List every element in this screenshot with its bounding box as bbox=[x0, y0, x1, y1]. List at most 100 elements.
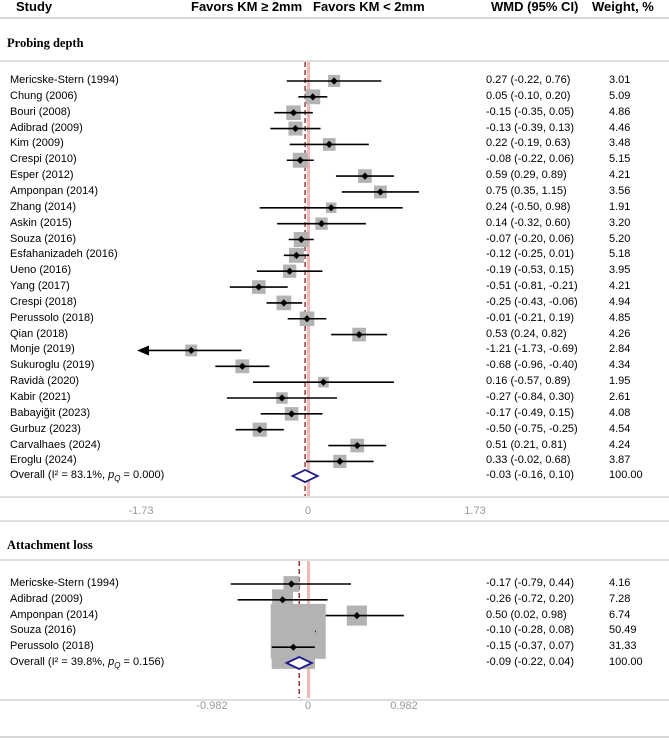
overall-q-subscript: Q bbox=[114, 474, 121, 484]
study-label: Sukuroglu (2019) bbox=[10, 359, 95, 372]
study-label: Souza (2016) bbox=[10, 624, 77, 637]
study-point-estimate bbox=[289, 643, 297, 651]
study-weight: 4.85 bbox=[609, 311, 631, 324]
study-weight: 4.54 bbox=[609, 422, 631, 435]
study-point-estimate bbox=[327, 204, 335, 212]
study-point-estimate bbox=[317, 220, 326, 228]
study-ci-arrow bbox=[137, 345, 149, 356]
study-point-estimate bbox=[278, 394, 286, 402]
study-point-estimate bbox=[309, 93, 317, 101]
study-point-estimate bbox=[325, 140, 333, 148]
study-point-estimate bbox=[361, 172, 369, 180]
study-wmd: 0.50 (0.02, 0.98) bbox=[486, 608, 567, 621]
study-weight: 3.48 bbox=[609, 137, 631, 150]
study-label: Kim (2009) bbox=[10, 137, 64, 150]
null-line bbox=[307, 62, 310, 496]
overall-heterogeneity: (I² = 83.1%, p bbox=[48, 469, 114, 481]
study-label: Bouri (2008) bbox=[10, 105, 71, 118]
study-point-estimate bbox=[303, 315, 311, 323]
study-weight: 1.95 bbox=[609, 375, 631, 388]
study-wmd: 0.16 (-0.57, 0.89) bbox=[486, 375, 571, 388]
study-weight: 3.20 bbox=[609, 216, 631, 229]
study-wmd: -0.27 (-0.84, 0.30) bbox=[486, 391, 575, 403]
overall-weight: 100.00 bbox=[609, 656, 643, 668]
overall-title: Overall bbox=[10, 656, 48, 668]
study-wmd: -0.12 (-0.25, 0.01) bbox=[486, 248, 575, 261]
study-weight: 4.08 bbox=[609, 406, 631, 419]
study-wmd: -0.19 (-0.53, 0.15) bbox=[486, 264, 575, 277]
study-point-estimate bbox=[291, 124, 300, 133]
overall-i2: (I² = 83.1%, bbox=[47, 469, 109, 481]
header-wmd: WMD (95% CI) bbox=[491, 0, 579, 14]
overall-p-symbol: p bbox=[108, 469, 115, 481]
study-wmd: -0.50 (-0.75, -0.25) bbox=[486, 422, 578, 435]
study-weight: 6.74 bbox=[609, 608, 631, 621]
study-wmd: -0.17 (-0.79, 0.44) bbox=[486, 577, 575, 589]
study-label: Monje (2019) bbox=[10, 343, 75, 356]
study-wmd: 0.51 (0.21, 0.81) bbox=[486, 438, 567, 451]
study-wmd: -0.17 (-0.49, 0.15) bbox=[486, 406, 575, 419]
study-point-estimate bbox=[353, 612, 361, 620]
study-wmd: -0.01 (-0.21, 0.19) bbox=[486, 311, 575, 324]
x-tick-label: 1.73 bbox=[464, 505, 486, 517]
study-wmd: 0.24 (-0.50, 0.98) bbox=[486, 200, 571, 213]
study-label: Crespi (2010) bbox=[10, 153, 77, 166]
study-wmd: -0.26 (-0.72, 0.20) bbox=[486, 592, 575, 605]
study-weight: 4.26 bbox=[609, 327, 631, 340]
section-title-probing-depth: Probing depth bbox=[7, 36, 84, 50]
study-label: Chung (2006) bbox=[10, 89, 78, 102]
study-label: Crespi (2018) bbox=[10, 295, 77, 308]
study-weight: 3.56 bbox=[609, 184, 631, 197]
study-point-estimate bbox=[296, 156, 304, 164]
study-point-estimate bbox=[278, 596, 287, 604]
study-label: Amponpan (2014) bbox=[10, 608, 99, 621]
study-point-estimate bbox=[376, 188, 384, 196]
overall-wmd: -0.09 (-0.22, 0.04) bbox=[486, 656, 575, 668]
study-label: Eroglu (2024) bbox=[10, 454, 77, 467]
study-weight: 3.87 bbox=[609, 454, 631, 467]
study-wmd: 0.27 (-0.22, 0.76) bbox=[486, 74, 571, 86]
overall-p-value: = 0.000) bbox=[120, 469, 165, 481]
study-point-estimate bbox=[255, 283, 263, 291]
study-wmd: 0.14 (-0.32, 0.60) bbox=[486, 216, 571, 229]
study-wmd: -0.08 (-0.22, 0.06) bbox=[486, 153, 575, 166]
study-wmd: -0.10 (-0.28, 0.08) bbox=[486, 624, 575, 637]
study-weight: 4.16 bbox=[609, 577, 631, 589]
study-point-estimate bbox=[292, 251, 301, 259]
study-weight: 3.01 bbox=[609, 74, 631, 86]
study-wmd: -0.51 (-0.81, -0.21) bbox=[486, 280, 578, 293]
study-label: Mericske-Stern (1994) bbox=[10, 74, 119, 86]
study-point-estimate bbox=[319, 378, 328, 386]
study-label: Mericske-Stern (1994) bbox=[10, 577, 119, 589]
x-tick-label: -0.982 bbox=[196, 700, 228, 712]
study-point-estimate bbox=[297, 235, 305, 244]
study-point-estimate bbox=[287, 410, 296, 418]
study-label: Qian (2018) bbox=[10, 327, 69, 340]
study-weight: 5.20 bbox=[609, 232, 631, 245]
section-title-attachment-loss: Attachment loss bbox=[7, 538, 93, 552]
study-wmd: 0.33 (-0.02, 0.68) bbox=[486, 454, 571, 467]
study-label: Adibrad (2009) bbox=[10, 592, 83, 605]
study-point-estimate bbox=[256, 426, 264, 434]
overall-label: Overall (I² = 39.8%, pQ = 0.156) bbox=[10, 656, 164, 670]
study-wmd: 0.53 (0.24, 0.82) bbox=[486, 327, 567, 340]
study-label: Esfahanizadeh (2016) bbox=[10, 248, 118, 261]
study-weight: 2.61 bbox=[609, 391, 631, 403]
study-label: Kabir (2021) bbox=[10, 391, 71, 403]
study-label: Ravidà (2020) bbox=[10, 375, 80, 388]
study-weight: 4.34 bbox=[609, 359, 631, 372]
study-weight: 7.28 bbox=[609, 592, 631, 605]
study-weight: 2.84 bbox=[609, 343, 631, 356]
study-weight: 4.46 bbox=[609, 121, 631, 134]
study-weight: 4.21 bbox=[609, 280, 631, 293]
x-tick-label: 0.982 bbox=[390, 700, 418, 712]
study-wmd: 0.22 (-0.19, 0.63) bbox=[486, 137, 571, 150]
study-point-estimate bbox=[336, 457, 344, 465]
study-point-estimate bbox=[187, 346, 195, 355]
study-point-estimate bbox=[353, 441, 361, 450]
study-label: Souza (2016) bbox=[10, 232, 77, 245]
study-label: Ueno (2016) bbox=[10, 264, 72, 277]
study-weight: 1.91 bbox=[609, 200, 631, 213]
study-wmd: -0.15 (-0.37, 0.07) bbox=[486, 640, 575, 653]
study-label: Carvalhaes (2024) bbox=[10, 438, 101, 451]
